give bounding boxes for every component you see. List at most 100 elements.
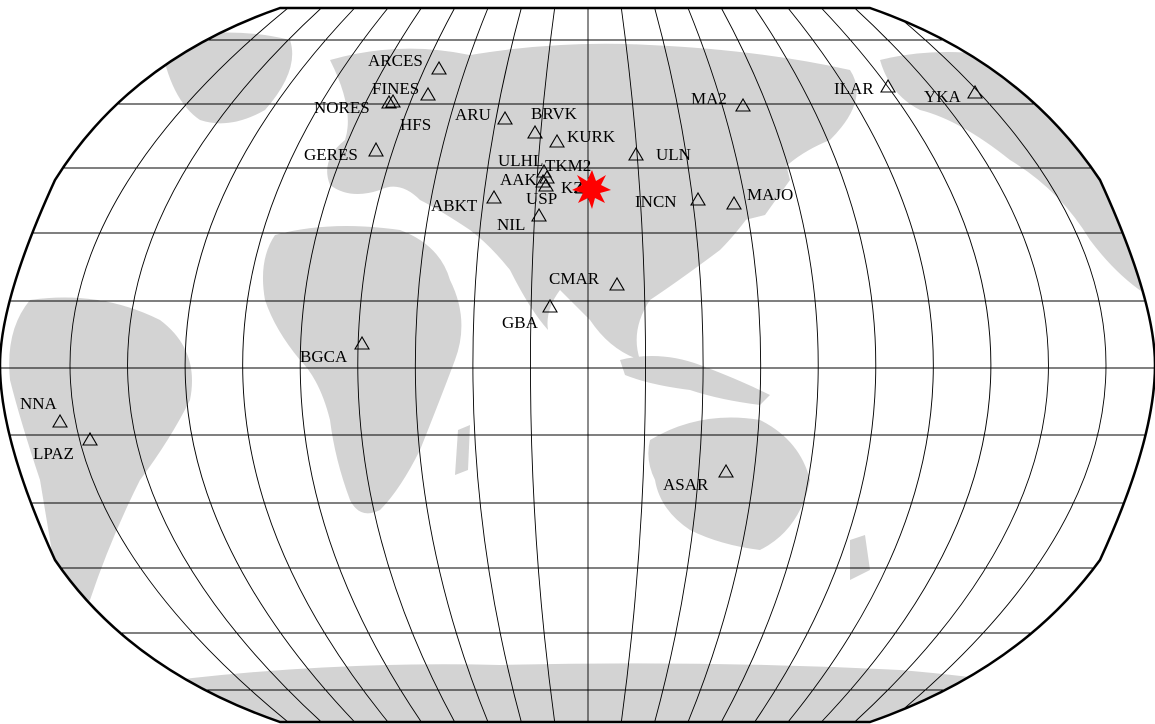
station-triangle-icon — [880, 78, 896, 93]
station-triangle-icon — [718, 463, 734, 478]
station-label: ARCES — [368, 51, 423, 70]
station-label: CMAR — [549, 269, 600, 288]
station-triangle-icon — [735, 97, 751, 112]
station-triangle-icon — [549, 133, 565, 148]
landmass-madagascar — [455, 425, 470, 475]
station-label: HFS — [400, 115, 431, 134]
station-label: KZ — [561, 178, 584, 197]
station-geres: GERES — [304, 141, 384, 164]
station-triangle-icon — [497, 110, 513, 125]
station-aak: AAK — [500, 170, 551, 189]
station-yka: YKA — [924, 84, 983, 106]
station-triangle-icon — [368, 141, 384, 157]
station-label: ULHL — [498, 151, 543, 170]
station-fines: FINES — [372, 79, 436, 101]
station-triangle-icon — [420, 86, 436, 101]
station-label: BGCA — [300, 347, 348, 366]
meridian-line — [887, 8, 1107, 722]
station-kurk: KURK — [549, 127, 616, 148]
meridian-line — [127, 8, 322, 722]
station-aru: ARU — [455, 105, 513, 125]
station-label: ARU — [455, 105, 491, 124]
station-triangle-icon — [609, 276, 625, 291]
stations-layer: ARCES FINES NORES HFS GERES ARU BRVK KU — [20, 51, 983, 494]
station-triangle-icon — [82, 431, 98, 446]
globe-outline — [0, 6, 1155, 724]
station-triangle-icon — [431, 60, 447, 75]
landmass-australia — [648, 417, 810, 550]
station-triangle-icon — [354, 335, 370, 350]
station-triangle-icon — [385, 93, 401, 108]
station-triangle-icon — [539, 169, 555, 184]
landmass-africa — [262, 226, 462, 514]
meridian-line — [687, 8, 762, 722]
station-label: NNA — [20, 394, 58, 413]
station-label: ABKT — [431, 196, 478, 215]
landmass-antarctica — [100, 663, 1100, 722]
station-asar: ASAR — [663, 463, 734, 494]
station-label: GERES — [304, 145, 358, 164]
station-triangle-icon — [628, 146, 644, 161]
meridian-line — [620, 8, 646, 722]
station-nores: NORES — [314, 93, 401, 117]
meridian-line — [854, 8, 1049, 722]
station-label: AAK — [500, 170, 538, 189]
station-label: ULN — [656, 145, 691, 164]
station-label: KURK — [567, 127, 616, 146]
meridian-line — [821, 8, 992, 722]
meridian-line — [720, 8, 819, 722]
station-label: ASAR — [663, 475, 709, 494]
event-star-icon — [572, 170, 611, 209]
station-majo: MAJO — [726, 185, 793, 210]
station-lpaz: LPAZ — [33, 431, 98, 463]
station-triangle-icon — [527, 124, 543, 139]
station-bgca: BGCA — [300, 335, 370, 366]
station-triangle-icon — [542, 298, 558, 313]
station-label: BRVK — [531, 104, 578, 123]
station-brvk: BRVK — [527, 104, 578, 139]
station-triangle-icon — [690, 191, 706, 206]
meridian-line — [242, 8, 389, 722]
graticule — [0, 8, 1155, 722]
landmass-japan — [745, 140, 790, 220]
station-triangle-icon — [531, 207, 547, 222]
station-nna: NNA — [20, 394, 68, 428]
station-gba: GBA — [502, 298, 558, 332]
meridian-line — [654, 8, 704, 722]
station-ma2: MA2 — [691, 89, 751, 112]
station-abkt: ABKT — [431, 189, 502, 215]
station-label: YKA — [924, 87, 962, 106]
meridian-line — [299, 8, 422, 722]
station-uln: ULN — [628, 145, 691, 164]
station-usp: USP — [526, 177, 557, 208]
station-label: ILAR — [834, 79, 874, 98]
landmass-south-america — [9, 297, 192, 610]
station-triangle-icon — [538, 177, 554, 192]
station-label: MA2 — [691, 89, 727, 108]
station-triangle-icon — [967, 84, 983, 99]
station-triangle-icon — [486, 189, 502, 204]
station-label: NIL — [497, 215, 525, 234]
station-triangle-icon — [726, 195, 742, 210]
landmass-greenland — [160, 32, 293, 124]
landmass-new-zealand — [850, 535, 870, 580]
station-label: INCN — [635, 192, 677, 211]
station-hfs: HFS — [381, 94, 431, 134]
station-cmar: CMAR — [549, 269, 625, 291]
meridian-line — [472, 8, 522, 722]
station-label: NORES — [314, 98, 370, 117]
station-label: USP — [526, 189, 557, 208]
station-incn: INCN — [635, 191, 706, 211]
station-triangle-icon — [381, 94, 397, 109]
landmass-indonesia — [620, 356, 770, 405]
station-label: LPAZ — [33, 444, 74, 463]
station-label: FINES — [372, 79, 419, 98]
meridian-line — [357, 8, 456, 722]
station-label: TKM2 — [545, 156, 591, 175]
station-arces: ARCES — [368, 51, 447, 75]
station-tkm2: TKM2 — [539, 156, 591, 184]
meridian-line — [414, 8, 489, 722]
meridian-line — [184, 8, 355, 722]
station-label: MAJO — [747, 185, 793, 204]
